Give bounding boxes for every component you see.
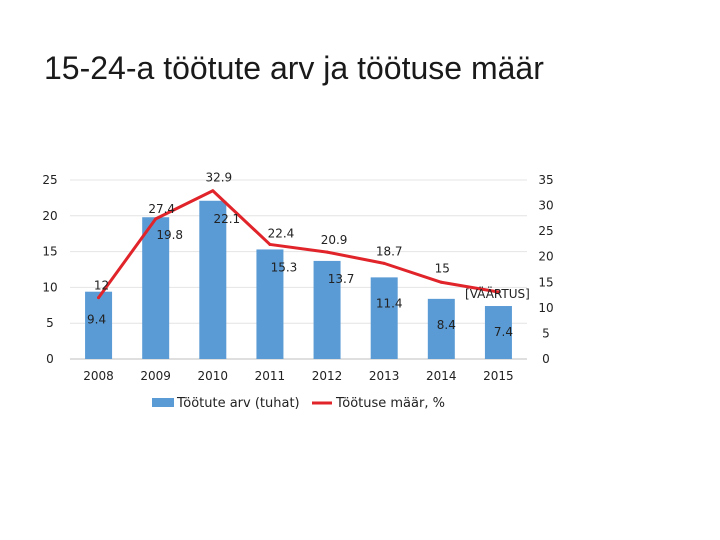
x-axis: 2008 2009 2010 2011 2012 2013 2014 2015 bbox=[83, 369, 513, 383]
line-point bbox=[439, 280, 443, 284]
line-data-label: 32.9 bbox=[205, 171, 232, 185]
bar-data-label: 8.4 bbox=[437, 318, 456, 332]
x-tick-label: 2015 bbox=[483, 369, 514, 383]
bar-data-label: 11.4 bbox=[376, 296, 403, 310]
right-tick-label: 30 bbox=[538, 199, 553, 213]
right-axis: 0 5 10 15 20 25 30 35 bbox=[538, 173, 553, 366]
right-tick-label: 20 bbox=[538, 250, 553, 264]
legend-swatch-bar bbox=[152, 398, 174, 407]
line-data-label: 22.4 bbox=[268, 226, 295, 240]
page-title: 15-24-a töötute arv ja töötuse määr bbox=[44, 50, 544, 86]
left-tick-label: 0 bbox=[46, 352, 54, 366]
x-tick-label: 2008 bbox=[83, 369, 114, 383]
bar bbox=[484, 306, 512, 359]
left-tick-label: 15 bbox=[42, 245, 57, 259]
left-axis: 0 5 10 15 20 25 bbox=[42, 173, 57, 366]
bar bbox=[313, 260, 341, 359]
right-tick-label: 5 bbox=[542, 326, 550, 340]
right-tick-label: 15 bbox=[538, 275, 553, 289]
bar bbox=[370, 277, 398, 359]
bar-data-label: 9.4 bbox=[87, 313, 106, 327]
legend-label-bar: Töötute arv (tuhat) bbox=[176, 396, 300, 411]
x-tick-label: 2011 bbox=[255, 369, 286, 383]
left-tick-label: 20 bbox=[42, 209, 57, 223]
left-tick-label: 5 bbox=[46, 316, 54, 330]
bar bbox=[85, 291, 113, 359]
line-data-label: 27.4 bbox=[148, 202, 175, 216]
right-tick-label: 0 bbox=[542, 352, 550, 366]
bar-data-label: 7.4 bbox=[494, 325, 513, 339]
x-tick-label: 2013 bbox=[369, 369, 400, 383]
right-tick-label: 35 bbox=[538, 173, 553, 187]
line-series bbox=[97, 189, 500, 300]
bar bbox=[256, 249, 284, 359]
bar-data-label: 15.3 bbox=[271, 260, 298, 274]
line-point bbox=[154, 217, 158, 221]
x-tick-label: 2010 bbox=[198, 369, 229, 383]
bar bbox=[199, 200, 227, 359]
line-point bbox=[97, 296, 101, 300]
line-data-label: 12 bbox=[94, 279, 109, 293]
line-data-label: 15 bbox=[435, 261, 450, 275]
legend: Töötute arv (tuhat) Töötuse määr, % bbox=[152, 396, 445, 411]
line-point bbox=[325, 250, 329, 254]
bar bbox=[142, 217, 170, 359]
bar-data-label: 13.7 bbox=[328, 272, 355, 286]
line-data-label: 20.9 bbox=[321, 233, 348, 247]
line-point bbox=[268, 242, 272, 246]
left-tick-label: 25 bbox=[42, 173, 57, 187]
bar-data-label: 19.8 bbox=[156, 228, 183, 242]
bar-series bbox=[85, 200, 512, 359]
line-point bbox=[382, 261, 386, 265]
left-tick-label: 10 bbox=[42, 280, 57, 294]
line-path bbox=[97, 189, 500, 300]
right-tick-label: 10 bbox=[538, 301, 553, 315]
legend-label-line: Töötuse määr, % bbox=[335, 396, 445, 411]
line-point bbox=[496, 290, 500, 294]
x-tick-label: 2009 bbox=[140, 369, 171, 383]
bar bbox=[427, 298, 455, 359]
data-labels: 9.4 19.8 22.1 15.3 13.7 11.4 8.4 7.4 12 27.4 32.9 2… bbox=[87, 171, 530, 339]
line-data-label: 18.7 bbox=[376, 244, 403, 258]
x-tick-label: 2014 bbox=[426, 369, 457, 383]
line-data-label: [VÄÄRTUS] bbox=[465, 286, 530, 301]
x-tick-label: 2012 bbox=[312, 369, 343, 383]
gridlines bbox=[70, 179, 527, 360]
bar-data-label: 22.1 bbox=[213, 212, 240, 226]
right-tick-label: 25 bbox=[538, 224, 553, 238]
line-point bbox=[211, 189, 215, 193]
